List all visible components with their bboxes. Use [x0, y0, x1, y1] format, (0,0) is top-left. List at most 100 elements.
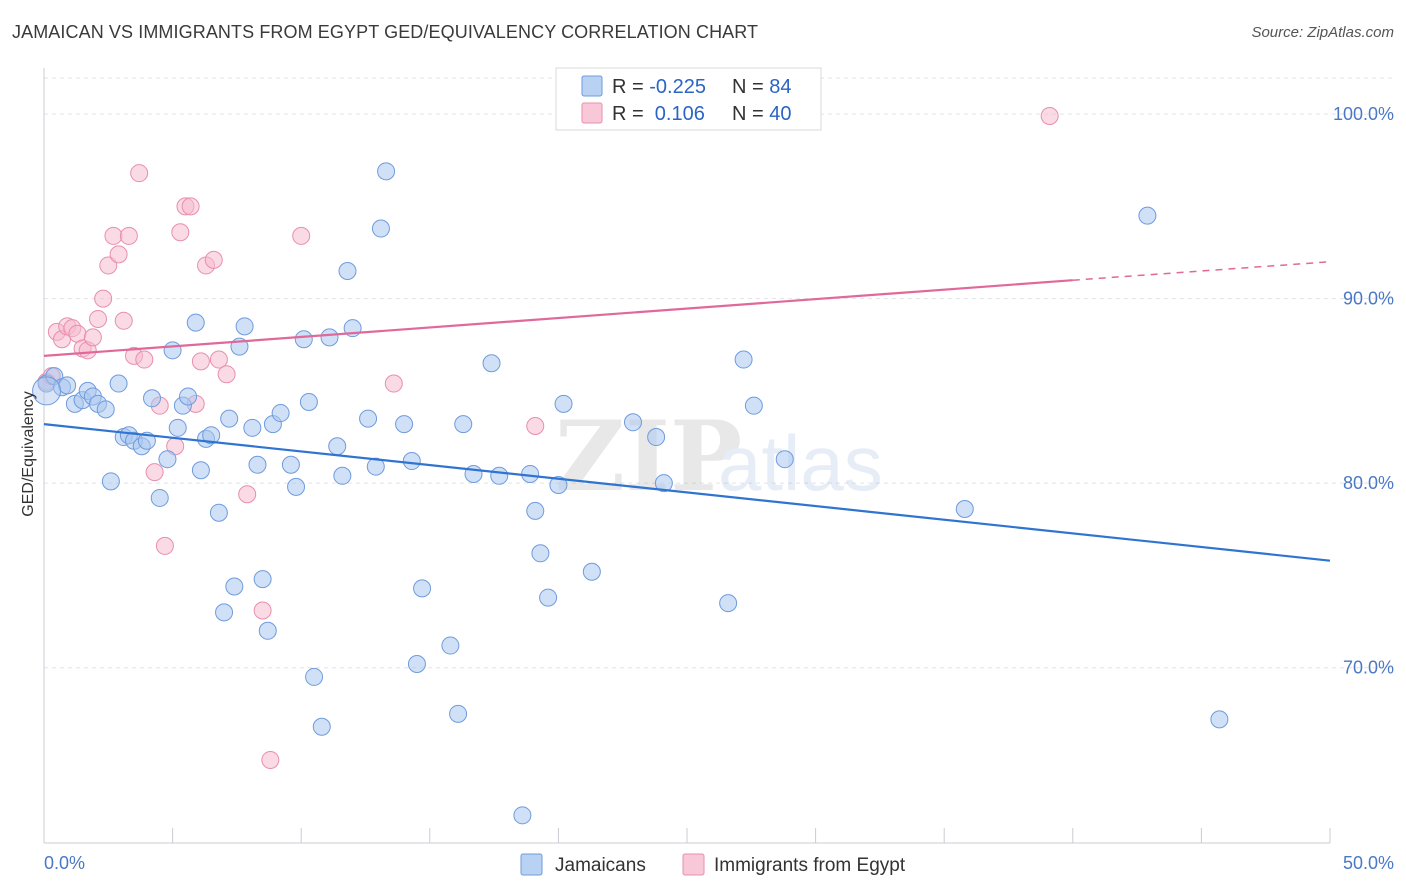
egypt-point-34 — [253, 601, 272, 620]
egypt-point-12 — [99, 256, 118, 275]
x-tick-label-min: 0.0% — [44, 853, 85, 873]
x-tick-marks — [43, 828, 1331, 843]
series-legend: Jamaicans Immigrants from Egypt — [520, 853, 906, 876]
jamaicans-point-24 — [186, 313, 205, 332]
jamaicans-point-60 — [449, 704, 468, 723]
legend-n-label-2: N = — [732, 103, 769, 125]
bottom-legend-swatch-egypt — [682, 853, 705, 876]
jamaicans-point-28 — [209, 503, 228, 522]
jamaicans-point-78 — [744, 396, 763, 415]
egypt-point-15 — [114, 311, 133, 330]
bottom-legend-swatch-jamaicans — [520, 853, 543, 876]
jamaicans-point-58 — [413, 579, 432, 598]
y-tick-label-100: 100.0% — [1333, 104, 1394, 124]
jamaicans-point-44 — [305, 667, 324, 686]
svg-text:N = 84: N = 84 — [732, 76, 792, 98]
legend-n-value-1: 84 — [769, 76, 791, 98]
jamaicans-point-21 — [168, 418, 187, 437]
jamaicans-point-49 — [338, 261, 357, 280]
egypt-point-31 — [209, 350, 228, 369]
watermark-atlas: atlas — [718, 419, 883, 507]
jamaicans-point-25 — [191, 461, 210, 480]
egypt-point-19 — [135, 350, 154, 369]
jamaicans-point-76 — [719, 594, 738, 613]
legend-swatch-jamaicans — [581, 75, 603, 97]
egypt-point-16 — [119, 226, 138, 245]
jamaicans-point-56 — [402, 452, 421, 471]
egypt-point-32 — [217, 365, 236, 384]
y-axis-title: GED/Equivalency — [20, 391, 37, 516]
svg-text:N = 40: N = 40 — [732, 103, 792, 125]
egypt-point-13 — [104, 226, 123, 245]
egypt-trend-line — [43, 279, 1073, 357]
jamaicans-point-36 — [253, 570, 272, 589]
jamaicans-point-31 — [225, 577, 244, 596]
series-egypt-points — [37, 106, 1059, 769]
legend-swatch-egypt — [581, 102, 603, 124]
jamaicans-point-43 — [299, 392, 318, 411]
jamaicans-point-83 — [32, 376, 62, 406]
egypt-point-33 — [238, 485, 257, 504]
legend-r-label-2: R = — [612, 103, 649, 125]
jamaicans-point-68 — [531, 544, 550, 563]
jamaicans-point-23 — [179, 387, 198, 406]
jamaicans-point-3 — [58, 376, 77, 395]
jamaicans-point-66 — [521, 464, 540, 483]
legend-n-value-2: 40 — [769, 103, 791, 125]
egypt-point-14 — [109, 245, 128, 264]
jamaicans-point-72 — [582, 562, 601, 581]
chart-title: JAMAICAN VS IMMIGRANTS FROM EGYPT GED/EQ… — [12, 22, 759, 42]
egypt-point-30 — [204, 250, 223, 269]
jamaicans-point-37 — [258, 621, 277, 640]
egypt-point-26 — [181, 197, 200, 216]
y-tick-label-70: 70.0% — [1343, 658, 1394, 678]
jamaicans-point-71 — [554, 394, 573, 413]
jamaicans-point-75 — [654, 474, 673, 493]
jamaicans-point-46 — [320, 328, 339, 347]
bottom-legend-label-jamaicans: Jamaicans — [555, 855, 646, 876]
jamaicans-point-47 — [328, 437, 347, 456]
jamaicans-point-30 — [220, 409, 239, 428]
egypt-point-39 — [1040, 106, 1059, 125]
jamaicans-point-9 — [96, 400, 115, 419]
legend-r-value-1: -0.225 — [649, 76, 706, 98]
svg-text:R = 0.106: R = 0.106 — [612, 103, 705, 125]
jamaicans-point-73 — [623, 413, 642, 432]
egypt-point-35 — [261, 750, 280, 769]
jamaicans-point-20 — [163, 341, 182, 360]
jamaicans-point-81 — [1138, 206, 1157, 225]
jamaicans-point-35 — [248, 455, 267, 474]
jamaicans-point-17 — [143, 389, 162, 408]
legend-r-label-1: R = — [612, 76, 649, 98]
jamaicans-point-54 — [377, 162, 396, 181]
jamaicans-point-18 — [150, 488, 169, 507]
y-tick-labels: 70.0% 80.0% 90.0% 100.0% — [1333, 104, 1394, 678]
egypt-point-18 — [130, 164, 149, 183]
jamaicans-point-61 — [454, 415, 473, 434]
jamaicans-point-29 — [215, 603, 234, 622]
jamaicans-point-40 — [281, 455, 300, 474]
jamaicans-point-65 — [513, 806, 532, 825]
gridlines — [44, 77, 1394, 669]
jamaicans-point-63 — [482, 354, 501, 373]
x-tick-label-max: 50.0% — [1343, 853, 1394, 873]
svg-text:R = -0.225: R = -0.225 — [612, 76, 706, 98]
jamaicans-point-48 — [333, 466, 352, 485]
source-credit: Source: ZipAtlas.com — [1251, 24, 1394, 41]
jamaicans-point-34 — [243, 418, 262, 437]
jamaicans-point-57 — [407, 655, 426, 674]
egypt-point-36 — [292, 226, 311, 245]
jamaicans-point-80 — [955, 500, 974, 519]
egypt-point-38 — [526, 416, 545, 435]
legend-r-value-2: 0.106 — [649, 103, 705, 125]
legend-n-label-1: N = — [732, 76, 769, 98]
jamaicans-point-82 — [1210, 710, 1229, 729]
jamaicans-point-67 — [526, 501, 545, 520]
egypt-point-22 — [155, 536, 174, 555]
jamaicans-point-79 — [775, 450, 794, 469]
jamaicans-point-64 — [490, 466, 509, 485]
egypt-point-24 — [171, 223, 190, 242]
jamaicans-point-53 — [371, 219, 390, 238]
jamaicans-point-45 — [312, 717, 331, 736]
